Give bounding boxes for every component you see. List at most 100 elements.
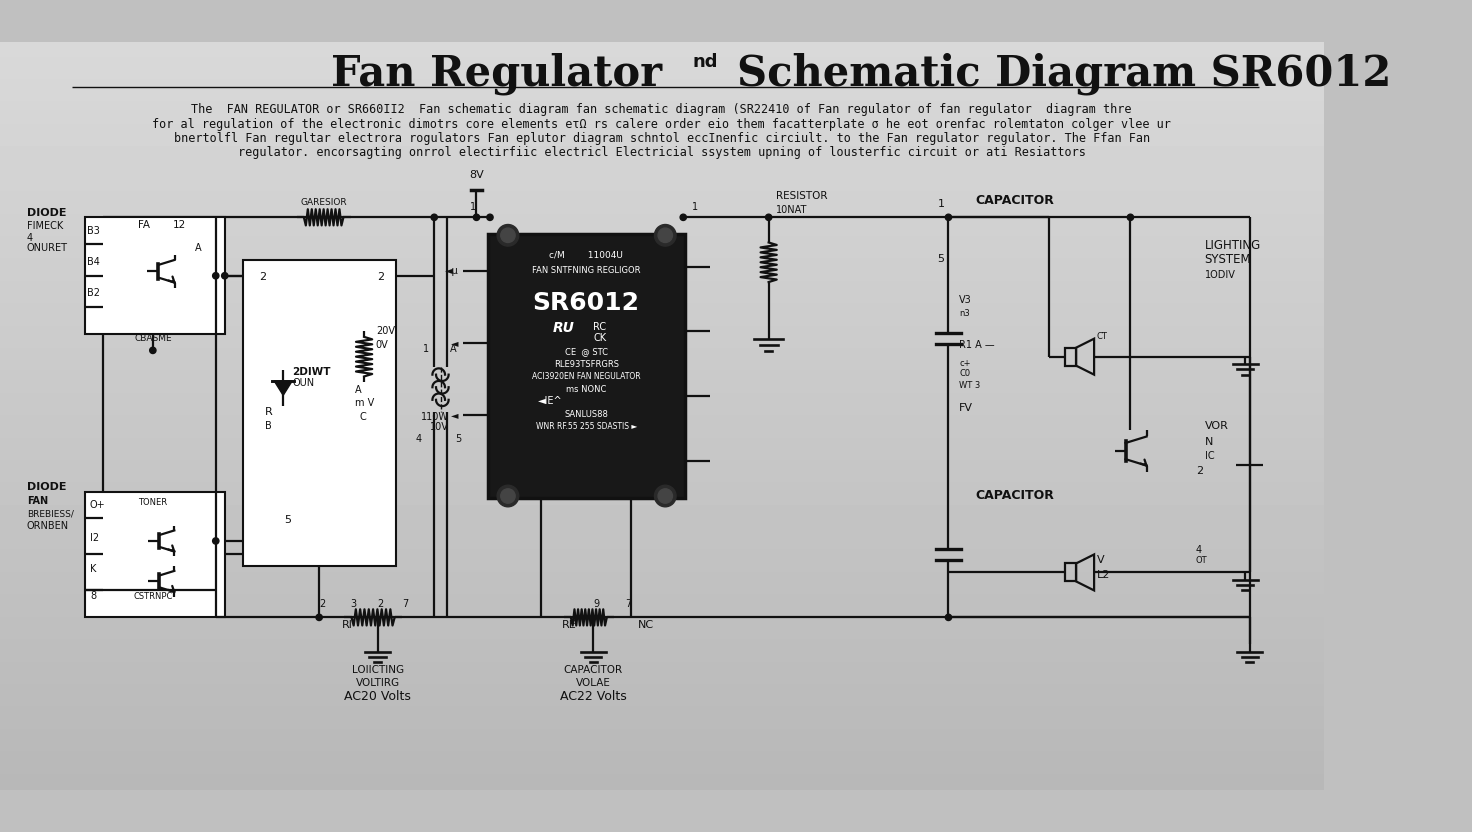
Text: CE  @ STC: CE @ STC [565, 347, 608, 356]
Text: FV: FV [960, 403, 973, 413]
Text: 2: 2 [378, 598, 384, 608]
Text: FAN SNTFNING REGLIGOR: FAN SNTFNING REGLIGOR [531, 266, 640, 275]
Text: R1 A —: R1 A — [960, 339, 995, 349]
Text: n3: n3 [960, 310, 970, 318]
Circle shape [212, 537, 219, 544]
Text: B2: B2 [87, 289, 100, 299]
Text: N: N [1204, 437, 1213, 447]
Text: 3: 3 [350, 598, 356, 608]
Text: ◄IE^: ◄IE^ [537, 396, 562, 406]
Text: CAPACITOR: CAPACITOR [564, 665, 623, 675]
Text: 1: 1 [938, 199, 945, 209]
Text: RE: RE [562, 620, 577, 630]
Text: for al regulation of the electronic dimotrs core elements eτΩ rs calere order ei: for al regulation of the electronic dimo… [152, 117, 1172, 131]
Text: AC22 Volts: AC22 Volts [559, 690, 627, 703]
Text: A: A [355, 384, 362, 394]
Text: 5: 5 [455, 434, 461, 444]
Circle shape [945, 614, 951, 621]
Text: L2: L2 [1097, 570, 1110, 580]
Text: ◄μ: ◄μ [445, 266, 458, 276]
Text: V: V [1097, 556, 1104, 566]
Circle shape [655, 225, 676, 246]
Circle shape [498, 225, 518, 246]
Text: RC: RC [593, 322, 606, 332]
Text: OT: OT [1195, 557, 1207, 566]
Text: m V: m V [355, 398, 374, 409]
FancyBboxPatch shape [489, 234, 684, 498]
Text: 9: 9 [593, 598, 599, 608]
Circle shape [1128, 214, 1133, 220]
Text: 1: 1 [471, 202, 477, 212]
Text: 110W: 110W [421, 412, 449, 422]
Text: 2: 2 [1195, 466, 1203, 476]
Text: c/M        11004U: c/M 11004U [549, 250, 623, 260]
Text: 2: 2 [319, 598, 325, 608]
Text: CAPACITOR: CAPACITOR [976, 194, 1054, 207]
Text: bnertolfl Fan regultar electrora rogulators Fan eplutor diagram schntol eccInenf: bnertolfl Fan regultar electrora rogulat… [174, 132, 1150, 145]
Text: SR6012: SR6012 [533, 290, 640, 314]
Circle shape [474, 214, 480, 220]
Text: SANLUS88: SANLUS88 [564, 410, 608, 418]
Text: VOLAE: VOLAE [576, 678, 611, 688]
Bar [85, 217, 225, 334]
Text: IC: IC [1204, 451, 1214, 461]
Text: 2DIWT: 2DIWT [291, 367, 331, 377]
Text: C: C [359, 412, 367, 422]
Text: DIODE: DIODE [26, 207, 66, 217]
Text: ONURET: ONURET [26, 244, 68, 254]
Text: VOLTIRG: VOLTIRG [356, 678, 399, 688]
Circle shape [945, 214, 951, 220]
Text: AC20 Volts: AC20 Volts [344, 690, 411, 703]
Text: O+: O+ [90, 500, 106, 510]
Text: 10NAT: 10NAT [776, 205, 807, 215]
Circle shape [680, 214, 686, 220]
Text: 4: 4 [415, 434, 421, 444]
Text: 4: 4 [1195, 545, 1201, 555]
Text: c+: c+ [960, 359, 970, 368]
Text: regulator. encorsagting onrrol electirfiic electricl Electricial ssystem upning : regulator. encorsagting onrrol electirfi… [238, 146, 1086, 159]
Text: 1: 1 [692, 202, 698, 212]
Text: 1ODIV: 1ODIV [1204, 270, 1235, 280]
Text: B: B [265, 421, 272, 431]
Text: C0: C0 [960, 369, 970, 379]
Circle shape [658, 489, 673, 503]
Text: LOIICTING: LOIICTING [352, 665, 403, 675]
Circle shape [498, 485, 518, 507]
Text: 2: 2 [259, 272, 266, 282]
Text: NC: NC [639, 620, 655, 630]
Bar [243, 260, 396, 566]
Text: A: A [449, 344, 456, 354]
Text: CBASME: CBASME [134, 334, 172, 344]
Circle shape [222, 273, 228, 279]
Bar [1066, 563, 1076, 582]
Circle shape [431, 214, 437, 220]
Text: 20V: 20V [375, 326, 394, 336]
Bar [1066, 348, 1076, 365]
Text: RU: RU [553, 321, 574, 335]
Text: FAN: FAN [26, 496, 49, 506]
Text: VOR: VOR [1204, 421, 1229, 431]
Text: 7: 7 [402, 598, 408, 608]
Circle shape [316, 614, 322, 621]
Text: 0V: 0V [375, 339, 389, 349]
Circle shape [655, 485, 676, 507]
Text: CT: CT [1097, 332, 1107, 340]
Text: I2: I2 [90, 533, 99, 543]
Text: OUN: OUN [291, 379, 315, 389]
Text: 8: 8 [90, 592, 96, 602]
Text: LIGHTING: LIGHTING [1204, 239, 1262, 252]
Text: 1: 1 [422, 344, 428, 354]
Text: TONER: TONER [138, 498, 168, 507]
Text: BREBIESS/: BREBIESS/ [26, 510, 74, 518]
Text: R: R [265, 407, 272, 417]
Text: WNR RF.55 255 SDASTIS ►: WNR RF.55 255 SDASTIS ► [536, 423, 637, 432]
Circle shape [500, 489, 515, 503]
Text: nd: nd [693, 52, 718, 71]
Polygon shape [274, 381, 291, 395]
Text: A: A [194, 244, 202, 254]
Text: WT 3: WT 3 [960, 381, 980, 390]
Text: 2: 2 [378, 272, 384, 282]
Text: ◄: ◄ [450, 410, 458, 420]
Text: Schematic Diagram SR6012: Schematic Diagram SR6012 [737, 52, 1391, 95]
Text: B3: B3 [87, 225, 100, 235]
